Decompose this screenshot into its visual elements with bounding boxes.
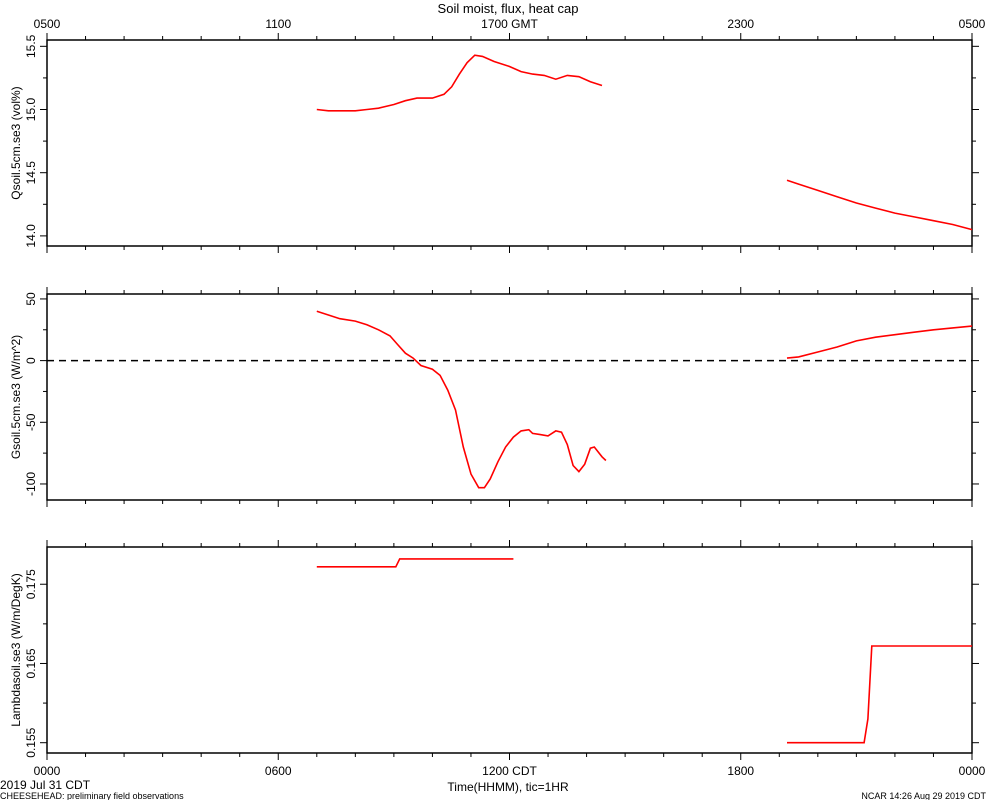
series-line bbox=[786, 325, 973, 359]
y-tick-label: 0 bbox=[24, 357, 38, 364]
top-x-tick-label: 1700 GMT bbox=[481, 17, 538, 31]
y-tick-label: 0.175 bbox=[24, 569, 38, 599]
y-tick-label: 14.5 bbox=[24, 161, 38, 185]
footer-stamp: NCAR 14:26 Aug 29 2019 CDT bbox=[861, 791, 986, 800]
y-axis-label: Gsoil.5cm.se3 (W/m^2) bbox=[9, 335, 23, 459]
top-x-tick-label: 2300 bbox=[727, 17, 754, 31]
top-x-tick-label: 0500 bbox=[34, 17, 61, 31]
y-tick-label: 15.0 bbox=[24, 98, 38, 122]
y-axis-label: Lambdasoil.se3 (W/m/DegK) bbox=[9, 573, 23, 726]
x-axis-label: Time(HHMM), tic=1HR bbox=[447, 780, 569, 794]
y-tick-label: 14.0 bbox=[24, 224, 38, 248]
plot-frame bbox=[46, 293, 973, 501]
y-axis-label: Qsoil.5cm.se3 (vol%) bbox=[9, 86, 23, 199]
series-line bbox=[316, 558, 514, 568]
series-line bbox=[787, 645, 972, 744]
bottom-x-tick-label: 1200 CDT bbox=[482, 764, 537, 778]
y-tick-label: -100 bbox=[24, 472, 38, 496]
series-line bbox=[316, 54, 603, 112]
bottom-x-tick-label: 1800 bbox=[727, 764, 754, 778]
plot-frame bbox=[46, 39, 973, 247]
top-x-tick-label: 0500 bbox=[959, 17, 986, 31]
y-tick-label: 0.165 bbox=[24, 648, 38, 678]
chart-panel-1: 14.0 14.5 15.0 15.5 Qsoil.5cm.se3 (vol%) bbox=[9, 33, 979, 253]
footer-project: CHEESEHEAD: preliminary field observatio… bbox=[0, 791, 184, 800]
bottom-x-tick-label: 0000 bbox=[959, 764, 986, 778]
bottom-x-tick-label: 0600 bbox=[265, 764, 292, 778]
footer-date: 2019 Jul 31 CDT bbox=[0, 778, 91, 792]
y-tick-label: 15.5 bbox=[24, 34, 38, 58]
y-tick-label: -50 bbox=[24, 413, 38, 431]
chart-panel-2: -100 -50 0 50 Gsoil.5cm.se3 (W/m^2) bbox=[9, 287, 979, 507]
series-line bbox=[316, 310, 607, 489]
chart-title: Soil moist, flux, heat cap bbox=[438, 1, 579, 16]
y-tick-label: 0.155 bbox=[24, 727, 38, 757]
plot-frame bbox=[46, 546, 973, 754]
bottom-x-tick-label: 0000 bbox=[34, 764, 61, 778]
y-tick-label: 50 bbox=[24, 292, 38, 306]
series-line bbox=[786, 179, 973, 231]
top-x-tick-label: 1100 bbox=[265, 17, 291, 31]
